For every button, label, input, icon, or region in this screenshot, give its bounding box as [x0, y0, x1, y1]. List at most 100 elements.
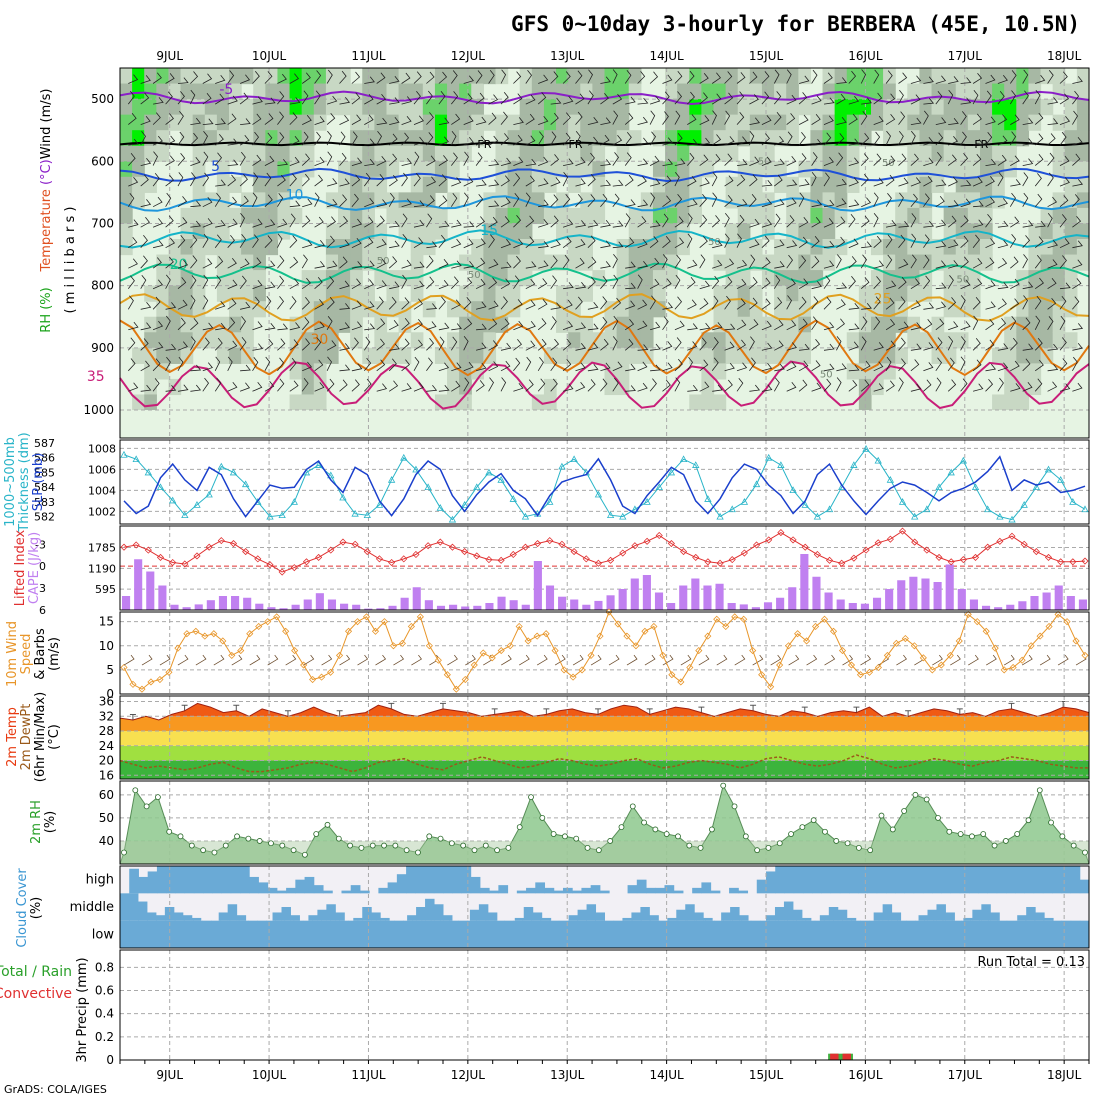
- thickness-marker: [327, 471, 335, 479]
- wind-barb: [152, 72, 162, 84]
- wind-barb: [1009, 90, 1016, 105]
- rh-cell: [810, 207, 824, 225]
- wind-barb: [550, 71, 559, 84]
- wind-barb: [339, 215, 349, 228]
- wind-barb: [687, 138, 699, 146]
- wind-barb: [587, 90, 594, 105]
- rh-cell: [1028, 99, 1042, 116]
- wind-barb: [898, 296, 906, 310]
- wind-barb: [525, 261, 537, 269]
- temp-band: [120, 731, 1089, 746]
- thickness-marker: [193, 501, 201, 508]
- rh-cell: [725, 347, 739, 364]
- rh-marker: [494, 847, 500, 854]
- rh-cell: [1004, 332, 1017, 349]
- wind-barb: [554, 654, 566, 666]
- wind-barb: [997, 298, 1007, 310]
- axis-label-part: (m/s): [47, 637, 62, 671]
- wind-barb: [724, 175, 734, 187]
- rh-cell: [967, 176, 981, 193]
- wind-barb: [848, 275, 856, 289]
- rh-marker: [562, 833, 568, 840]
- rh-cell: [422, 99, 436, 116]
- cloud-cell: [421, 920, 432, 948]
- wind-barb: [997, 154, 1007, 166]
- rh-cell: [774, 130, 787, 147]
- rh-cell: [568, 332, 581, 349]
- rh-cell: [434, 114, 448, 131]
- rh-cell: [483, 285, 497, 302]
- rh-cell: [386, 301, 400, 318]
- tick-label: 1006: [88, 463, 116, 476]
- rh-cell: [1028, 114, 1042, 131]
- rh-cell: [471, 332, 484, 349]
- wind-barb: [289, 296, 297, 310]
- wind-barb: [786, 319, 797, 331]
- rh-cell: [289, 83, 303, 100]
- wind-barb: [774, 239, 785, 249]
- rh-marker: [663, 831, 670, 837]
- wind-barb: [538, 156, 549, 166]
- rh-cell: [543, 378, 557, 396]
- wind-barb: [811, 69, 818, 84]
- wind-barb: [811, 256, 820, 269]
- wind-barb: [575, 131, 581, 146]
- wind-barb: [649, 321, 661, 331]
- cloud-cell: [673, 890, 684, 894]
- rh-marker: [166, 828, 173, 835]
- rh-cell: [350, 301, 363, 318]
- wind-barb: [525, 192, 531, 207]
- tick-label: -3: [35, 538, 46, 551]
- wind-barb: [798, 217, 809, 228]
- wind-barb: [761, 71, 770, 84]
- wind-barb: [898, 337, 906, 351]
- wind-barb: [202, 337, 210, 351]
- isotherm-label: 25: [874, 291, 892, 307]
- cloud-cell: [476, 920, 487, 948]
- wind-barb: [1072, 296, 1080, 310]
- wind-barb: [774, 363, 785, 372]
- wind-barb: [1072, 136, 1083, 146]
- rh-cell: [568, 114, 581, 131]
- rh-cell: [338, 316, 351, 333]
- wind-barb: [214, 337, 223, 351]
- cloud-cell: [1024, 866, 1035, 894]
- rh-cell: [725, 130, 739, 147]
- wind-barb: [625, 363, 636, 372]
- wind-barb: [1072, 278, 1082, 290]
- cape-bar: [679, 585, 688, 610]
- rh-marker: [833, 838, 840, 844]
- cloud-cell: [452, 866, 462, 894]
- wind-barb: [525, 236, 535, 249]
- rh-marker: [607, 838, 614, 844]
- wind-barb: [364, 260, 375, 269]
- rh-marker: [675, 833, 681, 840]
- wind-barb: [674, 296, 683, 310]
- wind-barb: [798, 153, 807, 166]
- cloud-cell: [238, 920, 249, 948]
- rh-cell: [495, 176, 509, 193]
- wind-barb: [277, 192, 284, 207]
- cloud-cell: [1044, 917, 1054, 921]
- rh-cell: [1028, 68, 1042, 85]
- rh-cell: [1052, 83, 1066, 100]
- rh-cell: [253, 114, 266, 131]
- wind-barb: [314, 321, 325, 331]
- rh-cell: [580, 254, 593, 271]
- cloud-cell: [212, 866, 223, 894]
- rh-cell: [519, 223, 533, 240]
- rh-cell: [810, 192, 824, 209]
- rh-cell: [895, 239, 908, 256]
- thickness-marker: [1044, 465, 1053, 473]
- wind-barb: [587, 194, 596, 207]
- axis-label-line: 2m RH: [29, 800, 44, 844]
- wind-barb: [351, 261, 363, 269]
- rh-cell: [386, 207, 400, 225]
- rh-cell: [1004, 99, 1017, 116]
- cloud-cell: [819, 915, 830, 921]
- wind-barb: [438, 384, 450, 392]
- rh-cell: [883, 285, 896, 302]
- wind-barb: [451, 177, 462, 187]
- axis-label: Temperature (°C)Wind (m/s): [39, 89, 54, 273]
- wind-barb: [736, 298, 746, 310]
